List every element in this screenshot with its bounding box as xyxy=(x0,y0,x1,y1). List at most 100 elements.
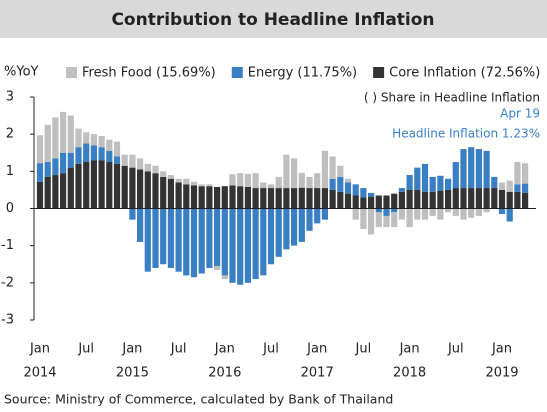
bar-segment xyxy=(260,188,267,209)
bar-segment xyxy=(283,154,290,189)
bar-segment xyxy=(291,188,298,209)
bar-segment xyxy=(36,181,44,209)
bar-segment xyxy=(406,189,413,209)
bar-segment xyxy=(167,178,174,209)
bar-segment xyxy=(406,208,413,228)
bar-segment xyxy=(229,208,236,283)
bar-segment xyxy=(267,188,275,209)
bar-segment xyxy=(198,184,205,187)
bar-segment xyxy=(183,208,190,276)
bar-segment xyxy=(221,275,228,280)
bar-segment xyxy=(113,141,121,157)
y-tick-label: 3 xyxy=(6,90,14,105)
bar-segment xyxy=(113,163,121,209)
bar-segment xyxy=(44,176,51,209)
legend-swatch xyxy=(231,67,243,78)
bar-segment xyxy=(75,147,82,164)
bar-segment xyxy=(321,188,328,209)
bar-segment xyxy=(144,171,151,209)
bar-segment xyxy=(491,188,498,209)
bar-segment xyxy=(36,163,44,182)
bar-segment xyxy=(344,193,352,209)
bar-segment xyxy=(306,208,313,231)
bar-segment xyxy=(152,208,159,268)
bar-segment xyxy=(483,150,490,189)
y-tick-label: -2 xyxy=(1,275,14,290)
bar-segment xyxy=(352,184,359,196)
bar-segment xyxy=(90,134,97,146)
bar-segment xyxy=(460,188,467,209)
bar-segment xyxy=(175,208,182,272)
x-year-label: 2018 xyxy=(393,366,426,381)
bar-segment xyxy=(275,188,282,209)
bar-segment xyxy=(406,175,413,190)
bar-segment xyxy=(206,186,213,209)
bar-segment xyxy=(67,115,74,153)
bar-segment xyxy=(167,208,174,268)
bar-segment xyxy=(375,212,382,228)
annotation: ( ) Share in Headline Inflation xyxy=(364,91,540,105)
bar-segment xyxy=(75,128,82,148)
bar-segment xyxy=(522,163,529,184)
bar-segment xyxy=(360,208,367,229)
x-tick-label: Jan xyxy=(491,342,512,357)
bar-segment xyxy=(167,175,174,179)
bar-segment xyxy=(252,173,259,189)
bar-segment xyxy=(344,178,352,183)
bar-segment xyxy=(383,215,390,228)
bar-segment xyxy=(129,154,136,168)
bar-segment xyxy=(421,163,429,192)
bar-segment xyxy=(375,195,382,209)
bar-segment xyxy=(337,165,344,177)
bar-segment xyxy=(237,186,244,209)
bar-segment xyxy=(398,208,405,220)
bar-segment xyxy=(437,175,444,191)
x-year-label: 2015 xyxy=(116,366,149,381)
bar-segment xyxy=(206,184,213,187)
bar-segment xyxy=(183,178,190,185)
bar-segment xyxy=(206,208,213,268)
bar-segment xyxy=(144,163,151,172)
bar-segment xyxy=(137,208,144,242)
bar-segment xyxy=(429,191,436,209)
bar-segment xyxy=(437,208,444,220)
bar-segment xyxy=(468,188,475,209)
bar-segment xyxy=(60,111,67,153)
bar-segment xyxy=(190,181,198,186)
bar-segment xyxy=(352,195,359,209)
bar-segment xyxy=(329,189,336,209)
bar-segment xyxy=(391,208,398,213)
x-tick-label: Jan xyxy=(121,342,142,357)
bar-segment xyxy=(522,183,529,193)
bar-segment xyxy=(275,208,282,257)
bar-segment xyxy=(214,266,221,270)
bar-segment xyxy=(252,208,259,280)
bar-segment xyxy=(337,176,344,192)
bar-segment xyxy=(368,196,375,209)
bar-segment xyxy=(321,150,328,189)
bar-segment xyxy=(514,191,521,209)
x-tick-label: Jul xyxy=(170,342,187,357)
bar-segment xyxy=(514,162,521,185)
bar-segment xyxy=(314,208,321,224)
x-tick-label: Jan xyxy=(306,342,327,357)
bar-segment xyxy=(52,175,59,209)
bar-segment xyxy=(98,136,105,148)
y-tick-label: 1 xyxy=(6,164,14,179)
bar-segment xyxy=(267,208,275,265)
y-tick-label: -1 xyxy=(1,238,14,253)
bar-segment xyxy=(175,178,182,183)
legend-label: Fresh Food (15.69%) xyxy=(82,66,216,81)
bar-segment xyxy=(106,162,113,209)
bar-segment xyxy=(44,162,51,177)
bar-segment xyxy=(214,186,221,209)
bar-segment xyxy=(298,172,305,188)
bar-segment xyxy=(429,208,436,216)
bar-segment xyxy=(190,208,198,278)
bar-segment xyxy=(360,197,367,209)
bar-segment xyxy=(129,208,136,220)
bar-segment xyxy=(314,188,321,209)
bar-segment xyxy=(421,208,429,220)
bar-segment xyxy=(260,182,267,189)
bar-segment xyxy=(398,191,405,209)
